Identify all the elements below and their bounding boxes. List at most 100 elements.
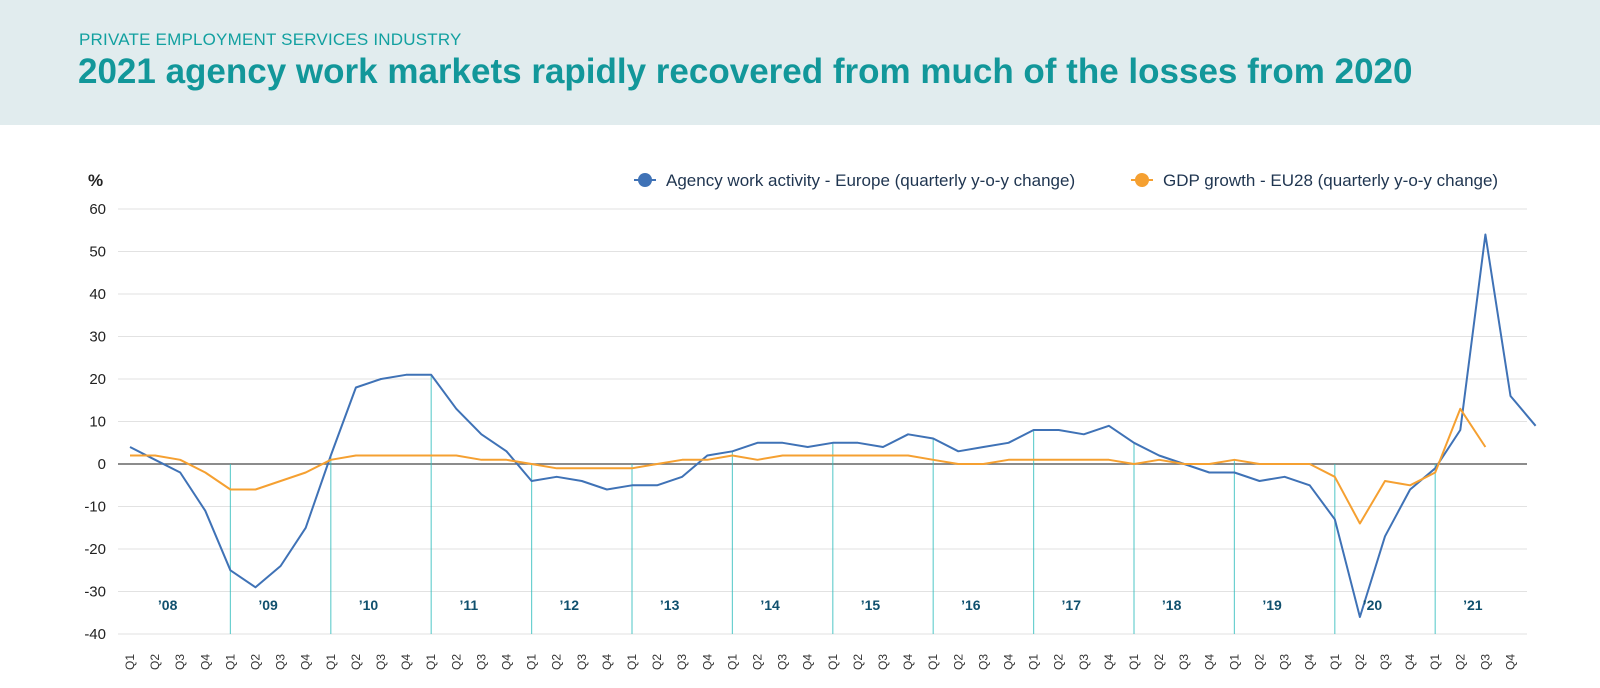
y-tick-label: 50 <box>89 244 106 261</box>
x-tick-label: Q2 <box>751 654 765 670</box>
year-label: ’15 <box>861 597 881 613</box>
x-tick-label: Q2 <box>550 654 564 670</box>
year-label: ’10 <box>359 597 379 613</box>
kicker-label: PRIVATE EMPLOYMENT SERVICES INDUSTRY <box>79 30 462 49</box>
y-tick-label: -40 <box>84 626 106 643</box>
x-tick-label: Q1 <box>826 654 840 670</box>
x-tick-label: Q4 <box>1403 654 1417 670</box>
year-label: ’09 <box>258 597 278 613</box>
y-tick-label: 0 <box>98 456 106 473</box>
x-tick-label: Q2 <box>1152 654 1166 670</box>
x-tick-label: Q1 <box>1227 654 1241 670</box>
y-unit-label: % <box>88 171 103 190</box>
x-tick-label: Q4 <box>901 654 915 670</box>
page-title: 2021 agency work markets rapidly recover… <box>78 52 1413 91</box>
year-label: ’12 <box>560 597 580 613</box>
x-tick-label: Q4 <box>399 654 413 670</box>
legend-marker-gdp <box>1135 173 1149 187</box>
legend: Agency work activity - Europe (quarterly… <box>634 171 1498 190</box>
y-axis: % 60 50 40 30 20 10 0 -10 -20 -30 -40 <box>84 171 106 643</box>
legend-item-gdp[interactable]: GDP growth - EU28 (quarterly y-o-y chang… <box>1131 171 1498 190</box>
x-tick-label: Q4 <box>1303 654 1317 670</box>
x-tick-label: Q2 <box>1052 654 1066 670</box>
x-tick-label: Q3 <box>474 654 488 670</box>
year-dividers <box>229 374 1436 634</box>
x-tick-label: Q3 <box>1478 654 1492 670</box>
x-tick-label: Q3 <box>675 654 689 670</box>
x-tick-label: Q4 <box>500 654 514 670</box>
x-tick-label: Q1 <box>123 654 137 670</box>
year-label: ’16 <box>961 597 981 613</box>
x-tick-label: Q1 <box>926 654 940 670</box>
series <box>129 233 1537 618</box>
x-tick-label: Q2 <box>650 654 664 670</box>
x-tick-label: Q4 <box>801 654 815 670</box>
gridlines <box>118 208 1527 635</box>
year-label: ’21 <box>1463 597 1483 613</box>
year-label: ’19 <box>1262 597 1282 613</box>
x-tick-label: Q1 <box>1027 654 1041 670</box>
x-tick-label: Q2 <box>1453 654 1467 670</box>
year-label: ’18 <box>1162 597 1182 613</box>
y-tick-label: 20 <box>89 371 106 388</box>
x-tick-label: Q3 <box>1378 654 1392 670</box>
x-tick-label: Q3 <box>976 654 990 670</box>
x-tick-label: Q3 <box>1278 654 1292 670</box>
x-tick-label: Q1 <box>223 654 237 670</box>
year-label: ’13 <box>660 597 680 613</box>
legend-label-gdp: GDP growth - EU28 (quarterly y-o-y chang… <box>1163 171 1498 190</box>
year-label: ’08 <box>158 597 178 613</box>
agency-work-line <box>129 233 1537 618</box>
x-tick-label: Q4 <box>299 654 313 670</box>
x-tick-label: Q3 <box>374 654 388 670</box>
x-tick-label: Q4 <box>198 654 212 670</box>
y-tick-label: -30 <box>84 584 106 601</box>
legend-marker-agency <box>638 173 652 187</box>
legend-item-agency[interactable]: Agency work activity - Europe (quarterly… <box>634 171 1075 190</box>
y-tick-label: -20 <box>84 541 106 558</box>
x-tick-label: Q3 <box>876 654 890 670</box>
y-tick-label: -10 <box>84 499 106 516</box>
x-tick-label: Q1 <box>424 654 438 670</box>
x-tick-label: Q3 <box>274 654 288 670</box>
x-tick-label: Q2 <box>449 654 463 670</box>
x-tick-label: Q3 <box>575 654 589 670</box>
x-tick-label: Q1 <box>1428 654 1442 670</box>
gdp-growth-line <box>130 407 1487 525</box>
y-tick-label: 60 <box>89 201 106 218</box>
x-tick-label: Q4 <box>600 654 614 670</box>
x-tick-label: Q2 <box>851 654 865 670</box>
x-tick-label: Q1 <box>1328 654 1342 670</box>
y-tick-label: 10 <box>89 414 106 431</box>
x-tick-label: Q1 <box>1127 654 1141 670</box>
x-tick-label: Q2 <box>1353 654 1367 670</box>
x-tick-label: Q2 <box>951 654 965 670</box>
x-tick-label: Q3 <box>173 654 187 670</box>
x-tick-label: Q2 <box>249 654 263 670</box>
y-tick-label: 40 <box>89 286 106 303</box>
x-tick-label: Q1 <box>324 654 338 670</box>
y-tick-label: 30 <box>89 329 106 346</box>
x-tick-label: Q1 <box>725 654 739 670</box>
year-label: ’11 <box>459 597 478 613</box>
line-chart: % 60 50 40 30 20 10 0 -10 -20 -30 -40 Q1 Q2 Q3 Q4 Q1 Q2… <box>84 171 1537 670</box>
x-tick-label: Q4 <box>700 654 714 670</box>
x-axis: Q1 Q2 Q3 Q4 Q1 Q2 Q3 Q4 Q1 Q2 Q3 Q4 Q1 Q2 Q3 Q4 Q1 Q2 Q3 Q4… <box>123 597 1518 670</box>
x-tick-label: Q1 <box>525 654 539 670</box>
year-label: ’20 <box>1363 597 1383 613</box>
x-tick-label: Q4 <box>1002 654 1016 670</box>
header-banner: PRIVATE EMPLOYMENT SERVICES INDUSTRY 202… <box>0 0 1600 125</box>
legend-label-agency: Agency work activity - Europe (quarterly… <box>666 171 1075 190</box>
x-tick-label: Q2 <box>349 654 363 670</box>
x-tick-label: Q4 <box>1102 654 1116 670</box>
year-label: ’14 <box>760 597 780 613</box>
year-label: ’17 <box>1062 597 1082 613</box>
x-tick-label: Q1 <box>625 654 639 670</box>
x-tick-label: Q4 <box>1504 654 1518 670</box>
x-tick-label: Q3 <box>1177 654 1191 670</box>
x-tick-label: Q3 <box>776 654 790 670</box>
x-tick-label: Q3 <box>1077 654 1091 670</box>
x-tick-label: Q4 <box>1202 654 1216 670</box>
x-tick-label: Q2 <box>1253 654 1267 670</box>
x-tick-label: Q2 <box>148 654 162 670</box>
